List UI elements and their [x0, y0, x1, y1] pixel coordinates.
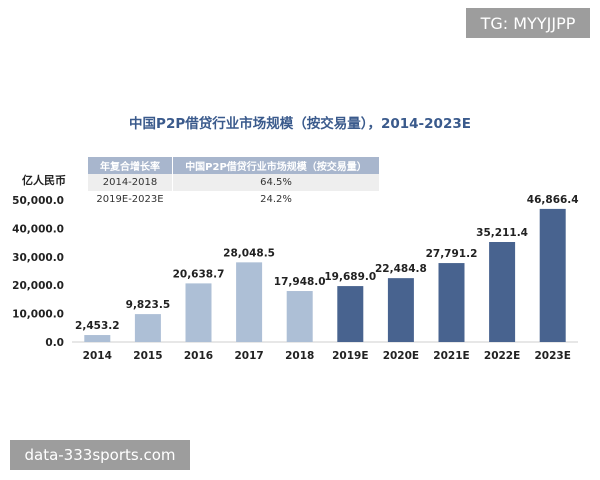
data-label: 20,638.7 [173, 268, 225, 280]
cagr-period-1: 2014-2018 [88, 174, 173, 191]
x-tick-label: 2022E [484, 350, 520, 362]
data-label: 46,866.4 [527, 194, 579, 206]
data-label: 19,689.0 [324, 271, 376, 283]
cagr-table-row: 2019E-2023E 24.2% [88, 191, 380, 208]
y-tick-label: 50,000.0 [12, 195, 64, 207]
bar-2021E [438, 263, 465, 342]
bar-2014 [84, 335, 111, 342]
x-tick-label: 2016 [184, 350, 213, 362]
bar-2023E [539, 208, 566, 342]
x-tick-label: 2023E [534, 350, 570, 362]
data-label: 28,048.5 [223, 247, 275, 259]
y-tick-label: 20,000.0 [12, 280, 64, 292]
cagr-header-metric: 中国P2P借贷行业市场规模（按交易量） [172, 157, 380, 174]
cagr-table: 年复合增长率 中国P2P借贷行业市场规模（按交易量） 2014-2018 64.… [88, 157, 380, 208]
watermark-bottom: data-333sports.com [10, 440, 190, 470]
y-tick-label: 40,000.0 [12, 223, 64, 235]
bar-2022E [489, 241, 516, 342]
x-tick-label: 2021E [433, 350, 469, 362]
data-label: 22,484.8 [375, 263, 427, 275]
bar-2020E [387, 278, 414, 342]
data-label: 27,791.2 [426, 248, 478, 260]
x-tick-label: 2015 [133, 350, 162, 362]
y-tick-label: 30,000.0 [12, 252, 64, 264]
x-tick-label: 2019E [332, 350, 368, 362]
data-label: 17,948.0 [274, 276, 326, 288]
y-tick-label: 10,000.0 [12, 309, 64, 321]
bar-2017 [236, 262, 263, 342]
data-label: 35,211.4 [476, 227, 528, 239]
y-axis-label: 亿人民币 [22, 174, 66, 187]
cagr-value-1: 64.5% [172, 174, 380, 191]
watermark-top: TG: MYYJJPP [466, 8, 590, 38]
bar-2015 [134, 314, 161, 342]
x-tick-label: 2020E [383, 350, 419, 362]
cagr-header-period: 年复合增长率 [88, 157, 173, 174]
data-label: 9,823.5 [126, 299, 171, 311]
cagr-value-2: 24.2% [172, 191, 380, 208]
bar-2016 [185, 283, 212, 342]
bar-2018 [286, 291, 313, 342]
y-tick-label: 0.0 [45, 337, 64, 349]
cagr-table-row: 2014-2018 64.5% [88, 174, 380, 191]
cagr-table-header: 年复合增长率 中国P2P借贷行业市场规模（按交易量） [88, 157, 380, 174]
chart-title: 中国P2P借贷行业市场规模（按交易量），2014-2023E [129, 116, 471, 132]
x-tick-label: 2018 [285, 350, 314, 362]
bar-2019E [337, 286, 364, 342]
x-tick-label: 2014 [83, 350, 112, 362]
x-tick-label: 2017 [234, 350, 263, 362]
data-label: 2,453.2 [75, 320, 120, 332]
cagr-period-2: 2019E-2023E [88, 191, 173, 208]
